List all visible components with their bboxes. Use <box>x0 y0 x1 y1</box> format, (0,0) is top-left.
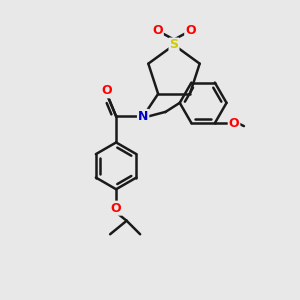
Text: O: O <box>102 84 112 97</box>
Text: O: O <box>152 24 163 37</box>
Text: O: O <box>111 202 122 214</box>
Text: O: O <box>185 24 196 37</box>
Text: S: S <box>169 38 178 52</box>
Text: N: N <box>138 110 148 123</box>
Text: O: O <box>229 117 239 130</box>
